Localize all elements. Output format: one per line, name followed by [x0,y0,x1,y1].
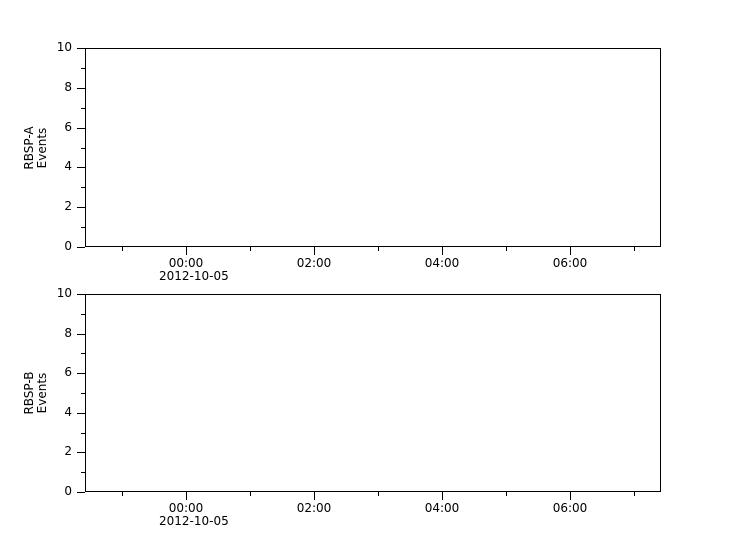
y-minor-tick [81,68,85,69]
y-major-tick [77,373,85,374]
y-major-tick [77,492,85,493]
y-tick-label: 6 [64,365,72,379]
y-tick-label: 6 [64,120,72,134]
x-date-label: 2012-10-05 [159,269,229,283]
y-major-tick [77,452,85,453]
y-tick-label: 8 [64,80,72,94]
y-minor-tick [81,314,85,315]
x-minor-tick [250,492,251,496]
y-axis-label-rbsp-b: RBSP-B Events [22,371,49,415]
x-minor-tick [378,492,379,496]
x-minor-tick [506,492,507,496]
y-tick-label: 0 [64,484,72,498]
y-tick-label: 2 [64,199,72,213]
y-minor-tick [81,108,85,109]
y-axis-label-rbsp-a: RBSP-A Events [22,125,49,170]
y-minor-tick [81,393,85,394]
x-minor-tick [122,492,123,496]
y-tick-label: 0 [64,239,72,253]
x-tick-label: 00:00 [168,501,204,515]
x-minor-tick [378,247,379,251]
y-minor-tick [81,187,85,188]
plot-frame-rbsp-b [85,294,661,492]
x-major-tick [186,492,187,500]
plot-frame-rbsp-a [85,48,661,247]
y-minor-tick [81,472,85,473]
y-major-tick [77,413,85,414]
x-tick-label: 06:00 [552,501,588,515]
x-major-tick [314,492,315,500]
x-major-tick [442,492,443,500]
y-tick-label: 10 [56,286,72,300]
y-major-tick [77,88,85,89]
x-minor-tick [634,492,635,496]
x-minor-tick [634,247,635,251]
y-major-tick [77,48,85,49]
x-minor-tick [506,247,507,251]
x-tick-label: 00:00 [168,256,204,270]
y-tick-label: 4 [64,405,72,419]
y-major-tick [77,207,85,208]
y-major-tick [77,294,85,295]
y-minor-tick [81,148,85,149]
x-major-tick [186,247,187,255]
y-tick-label: 4 [64,159,72,173]
y-tick-label: 10 [56,40,72,54]
y-major-tick [77,334,85,335]
x-tick-label: 02:00 [296,501,332,515]
x-minor-tick [122,247,123,251]
x-date-label: 2012-10-05 [159,514,229,528]
y-major-tick [77,167,85,168]
y-tick-label: 8 [64,326,72,340]
x-tick-label: 04:00 [424,501,460,515]
x-major-tick [442,247,443,255]
y-major-tick [77,128,85,129]
x-major-tick [570,492,571,500]
y-minor-tick [81,433,85,434]
x-tick-label: 04:00 [424,256,460,270]
x-minor-tick [250,247,251,251]
y-minor-tick [81,353,85,354]
y-minor-tick [81,227,85,228]
y-major-tick [77,247,85,248]
x-major-tick [314,247,315,255]
y-tick-label: 2 [64,444,72,458]
x-tick-label: 02:00 [296,256,332,270]
x-tick-label: 06:00 [552,256,588,270]
x-major-tick [570,247,571,255]
